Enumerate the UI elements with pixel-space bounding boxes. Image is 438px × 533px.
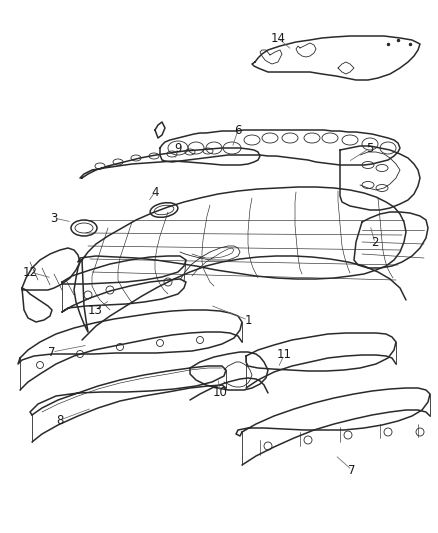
Text: 12: 12 [22,265,38,279]
Text: 6: 6 [234,124,242,136]
Text: 2: 2 [371,237,379,249]
Text: 3: 3 [50,212,58,224]
Text: 5: 5 [366,141,374,155]
Text: 13: 13 [88,303,102,317]
Text: 1: 1 [244,313,252,327]
Text: 8: 8 [57,414,64,426]
Text: 14: 14 [271,31,286,44]
Text: 4: 4 [151,185,159,198]
Text: 9: 9 [174,141,182,155]
Text: 7: 7 [348,464,356,477]
Text: 7: 7 [48,345,56,359]
Text: 10: 10 [212,385,227,399]
Text: 11: 11 [276,349,292,361]
